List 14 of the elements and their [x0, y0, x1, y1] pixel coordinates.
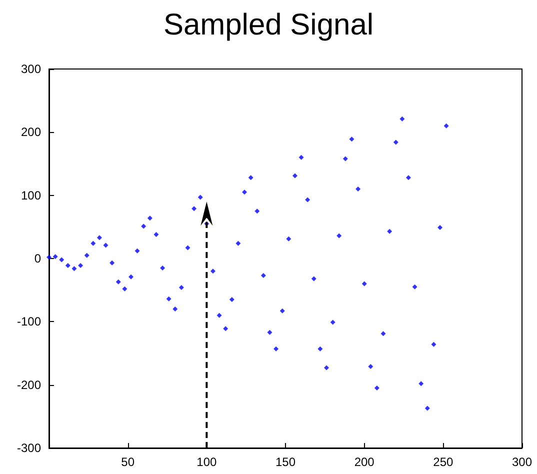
y-tick-label: 300 [20, 62, 42, 76]
x-tick-label: 200 [354, 455, 375, 469]
y-tick-label: -100 [16, 314, 42, 329]
x-tick-label: 50 [121, 455, 135, 469]
x-tick-label: 300 [512, 455, 532, 469]
y-tick-label: -300 [16, 441, 42, 455]
y-tick-label: -200 [16, 378, 42, 392]
x-tick-label: 150 [275, 455, 296, 469]
x-tick-label: 100 [196, 455, 217, 469]
y-tick-label: 200 [20, 125, 42, 140]
chart-title: Sampled Signal [163, 8, 374, 42]
x-tick-label: 250 [433, 455, 454, 469]
y-tick-label: 0 [34, 252, 42, 266]
y-tick-label: 100 [20, 188, 42, 202]
